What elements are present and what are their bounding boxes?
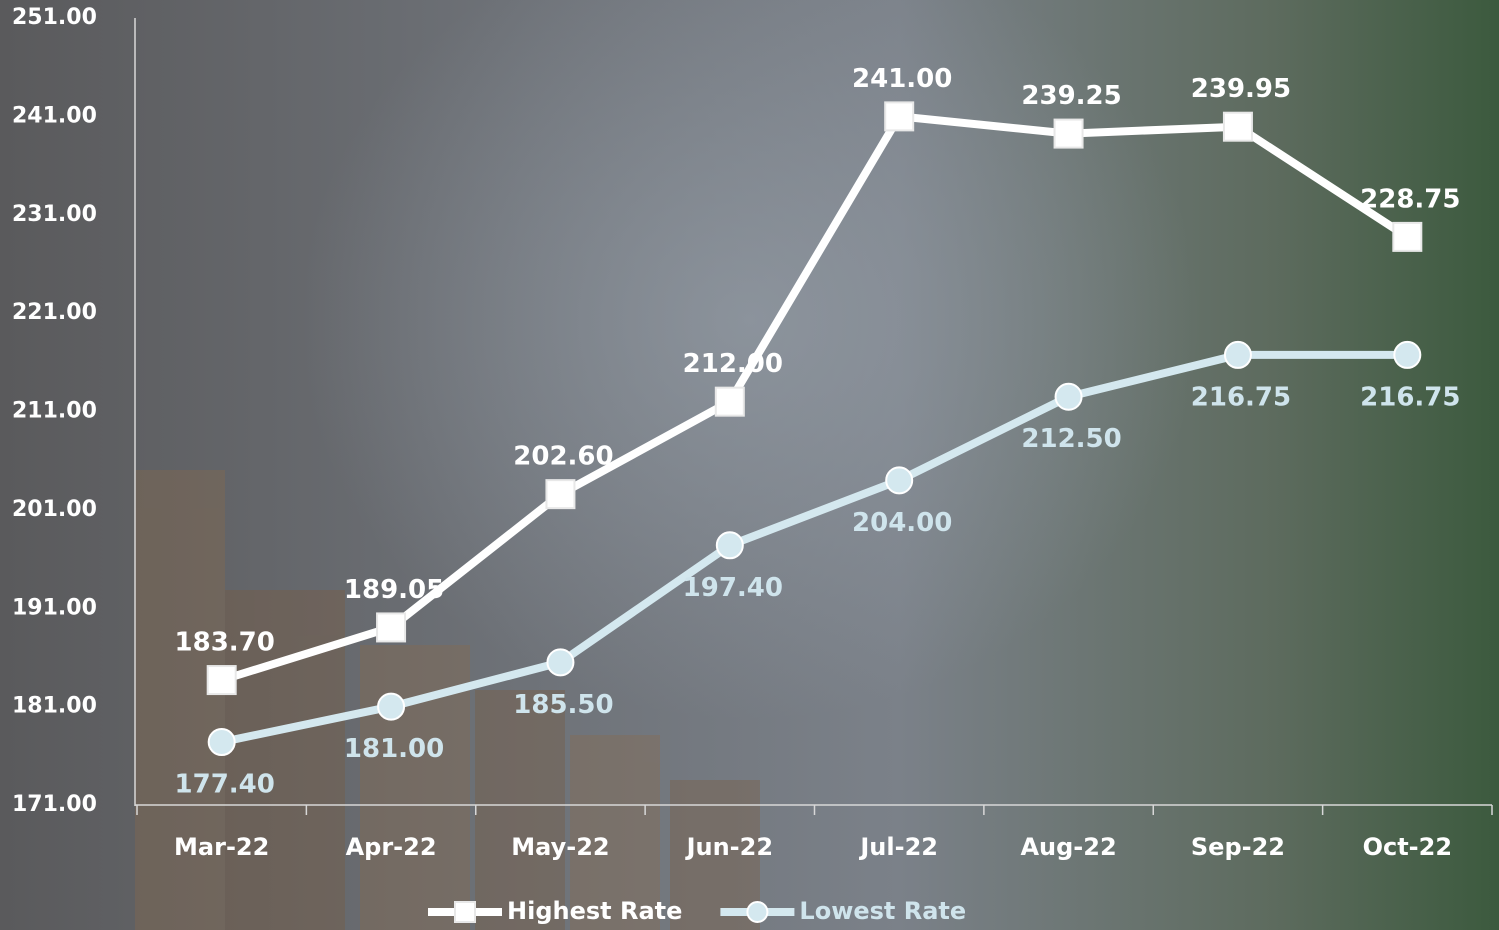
- x-tick-label: Aug-22: [1020, 833, 1116, 861]
- marker: [1054, 382, 1083, 411]
- data-label: 181.00: [344, 734, 444, 764]
- marker: [1392, 221, 1423, 252]
- marker: [377, 692, 406, 721]
- data-label: 239.95: [1191, 74, 1291, 104]
- marker: [1393, 340, 1422, 369]
- x-tick-label: Mar-22: [174, 833, 269, 861]
- x-tick-label: Jun-22: [685, 833, 773, 861]
- legend-label: Lowest Rate: [799, 897, 966, 925]
- data-label: 183.70: [175, 628, 275, 658]
- data-label: 228.75: [1360, 184, 1460, 214]
- x-tick-label: Sep-22: [1191, 833, 1285, 861]
- y-tick-label: 221.00: [12, 300, 97, 325]
- data-label: 216.75: [1360, 382, 1460, 412]
- y-tick-label: 191.00: [12, 595, 97, 620]
- y-tick-label: 201.00: [12, 497, 97, 522]
- legend-marker: [454, 901, 476, 923]
- data-label: 216.75: [1191, 382, 1291, 412]
- data-label: 212.50: [1021, 424, 1121, 454]
- marker: [206, 665, 237, 696]
- marker: [1053, 118, 1084, 149]
- marker: [1223, 340, 1252, 369]
- data-label: 185.50: [513, 690, 613, 720]
- marker: [546, 648, 575, 677]
- y-tick-label: 231.00: [12, 202, 97, 227]
- y-tick-label: 171.00: [12, 792, 97, 817]
- marker: [715, 531, 744, 560]
- x-tick-label: Jul-22: [858, 833, 938, 861]
- series-line: [220, 112, 1410, 684]
- data-label: 197.40: [683, 573, 783, 603]
- marker: [207, 728, 236, 757]
- legend-marker: [746, 901, 769, 923]
- marker: [545, 479, 576, 510]
- x-tick-label: Oct-22: [1363, 833, 1452, 861]
- x-tick-label: Apr-22: [346, 833, 437, 861]
- data-label: 212.00: [683, 349, 783, 379]
- marker: [1222, 111, 1253, 142]
- marker: [884, 101, 915, 132]
- data-label: 177.40: [175, 770, 275, 800]
- marker: [714, 386, 745, 417]
- data-label: 202.60: [513, 442, 613, 472]
- x-tick-label: May-22: [511, 833, 609, 861]
- data-label: 239.25: [1021, 81, 1121, 111]
- marker: [376, 612, 407, 643]
- data-label: 189.05: [344, 575, 444, 605]
- y-tick-label: 181.00: [12, 694, 97, 719]
- y-tick-label: 211.00: [12, 399, 97, 424]
- marker: [885, 466, 914, 495]
- data-label: 241.00: [852, 64, 952, 94]
- series-line: [220, 350, 1408, 746]
- y-tick-label: 241.00: [12, 103, 97, 128]
- y-tick-label: 251.00: [12, 5, 97, 30]
- data-label: 204.00: [852, 508, 952, 538]
- legend-label: Highest Rate: [507, 897, 682, 925]
